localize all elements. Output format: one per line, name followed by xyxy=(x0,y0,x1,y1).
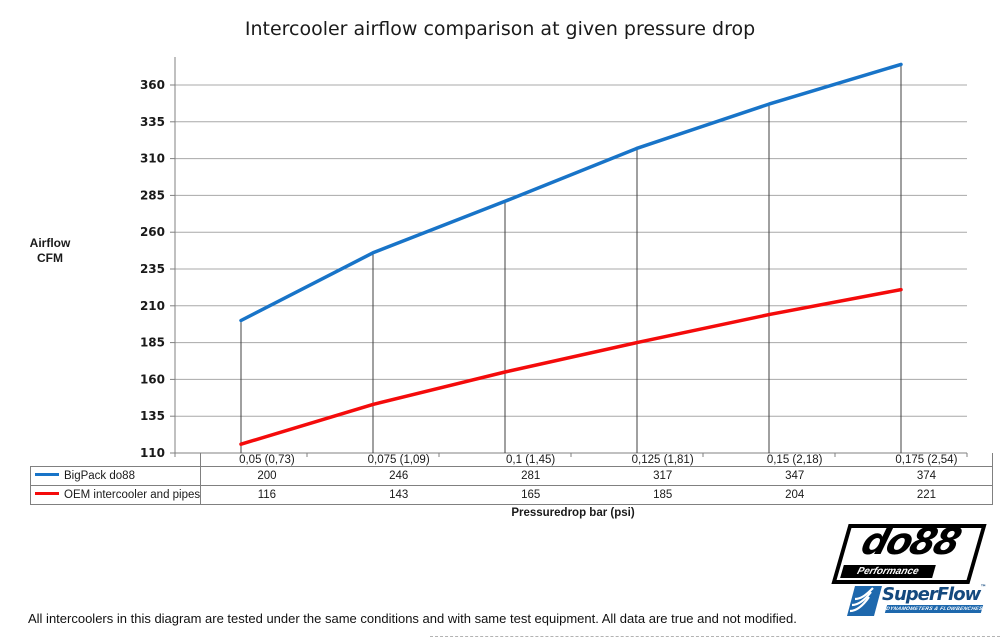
do88-performance-bar: Performance xyxy=(840,565,936,578)
svg-text:160: 160 xyxy=(140,372,165,386)
y-axis-title-line1: Airflow xyxy=(29,236,71,250)
superflow-wave-icon xyxy=(847,586,882,616)
chart-title: Intercooler airflow comparison at given … xyxy=(244,18,756,40)
y-axis-title: Airflow CFM xyxy=(8,236,92,266)
svg-text:260: 260 xyxy=(140,225,165,239)
value-cell: 246 xyxy=(332,466,465,486)
series-row-bigpack-do88: BigPack do88 200 246 281 317 347 374 xyxy=(29,466,994,486)
trademark-symbol: ™ xyxy=(980,584,987,591)
svg-text:135: 135 xyxy=(140,409,165,423)
footer-disclaimer: All intercoolers in this diagram are tes… xyxy=(28,611,797,626)
category-cell: 0,175 (2,54) xyxy=(860,453,994,467)
category-cell: 0,125 (1,81) xyxy=(596,453,729,467)
superflow-wordmark: SuperFlow xyxy=(882,584,981,605)
value-cell: 116 xyxy=(200,485,333,505)
page-break-dashed-line xyxy=(430,636,1000,637)
category-cell: 0,1 (1,45) xyxy=(464,453,597,467)
category-cell: 0,075 (1,09) xyxy=(332,453,465,467)
category-cell: 0,05 (0,73) xyxy=(200,453,333,467)
value-cell: 204 xyxy=(728,485,861,505)
legend-label: BigPack do88 xyxy=(64,470,135,482)
value-cell: 221 xyxy=(860,485,994,505)
superflow-logo-text: SuperFlow™ xyxy=(882,584,986,605)
svg-text:235: 235 xyxy=(140,262,165,276)
svg-text:285: 285 xyxy=(140,188,165,202)
svg-text:360: 360 xyxy=(140,78,165,92)
svg-text:185: 185 xyxy=(140,336,165,350)
category-cell: 0,15 (2,18) xyxy=(728,453,861,467)
do88-logo-text: do88 xyxy=(856,520,965,563)
category-row: 0,05 (0,73) 0,075 (1,09) 0,1 (1,45) 0,12… xyxy=(31,453,994,467)
y-axis-title-line2: CFM xyxy=(37,251,63,265)
legend-label: OEM intercooler and pipes xyxy=(64,489,201,501)
do88-logo: do88 Performance xyxy=(831,520,987,584)
legend-cell-bigpack-do88: BigPack do88 xyxy=(29,466,202,486)
superflow-logo: SuperFlow™ DYNAMOMETERS & FLOWBENCHES xyxy=(836,584,986,618)
value-cell: 200 xyxy=(200,466,333,486)
chart-data-table: 0,05 (0,73) 0,075 (1,09) 0,1 (1,45) 0,12… xyxy=(29,453,994,505)
value-cell: 143 xyxy=(332,485,465,505)
value-cell: 281 xyxy=(464,466,597,486)
legend-line-swatch-blue xyxy=(35,473,59,477)
svg-text:335: 335 xyxy=(140,115,165,129)
legend-line-swatch-red xyxy=(35,492,59,496)
value-cell: 317 xyxy=(596,466,729,486)
value-cell: 347 xyxy=(728,466,861,486)
legend-cell-oem: OEM intercooler and pipes xyxy=(29,485,202,505)
series-row-oem: OEM intercooler and pipes 116 143 165 18… xyxy=(29,485,994,505)
value-cell: 185 xyxy=(596,485,729,505)
x-axis-title: Pressuredrop bar (psi) xyxy=(511,507,635,519)
svg-text:210: 210 xyxy=(140,299,165,313)
value-cell: 374 xyxy=(860,466,994,486)
table-corner-cell xyxy=(31,453,201,467)
value-cell: 165 xyxy=(464,485,597,505)
svg-text:310: 310 xyxy=(140,152,165,166)
